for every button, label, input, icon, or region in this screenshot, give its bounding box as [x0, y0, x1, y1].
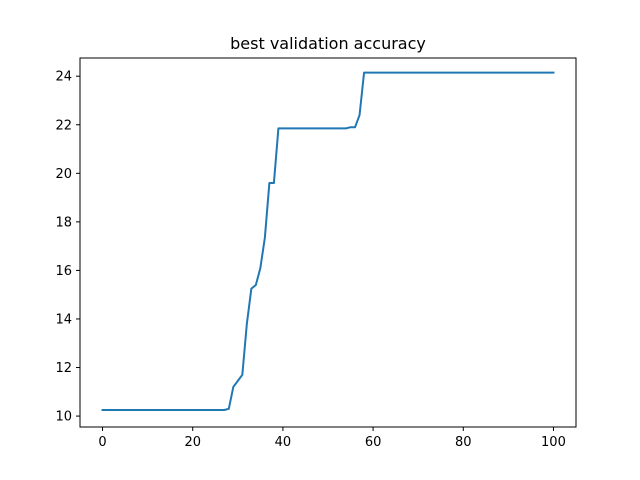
y-tick-label: 20 [55, 167, 72, 182]
x-tick-label: 100 [541, 435, 566, 450]
y-tick-label: 10 [55, 410, 72, 425]
chart-title: best validation accuracy [230, 34, 426, 53]
x-tick-label: 60 [365, 435, 382, 450]
x-tick-label: 0 [98, 435, 106, 450]
x-tick-label: 40 [275, 435, 292, 450]
y-tick-label: 18 [55, 215, 72, 230]
x-tick-label: 20 [184, 435, 201, 450]
y-tick-label: 16 [55, 264, 72, 279]
plot-frame [79, 57, 577, 428]
y-tick-label: 12 [55, 361, 72, 376]
axes-layer: 0 20 40 60 80 100 10 12 14 16 18 20 22 24 [55, 70, 565, 450]
series-layer [101, 71, 555, 412]
y-tick-label: 22 [55, 118, 72, 133]
series-line [101, 71, 555, 412]
x-tick-label: 80 [455, 435, 472, 450]
y-tick-label: 24 [55, 70, 72, 85]
y-tick-label: 14 [55, 312, 72, 327]
